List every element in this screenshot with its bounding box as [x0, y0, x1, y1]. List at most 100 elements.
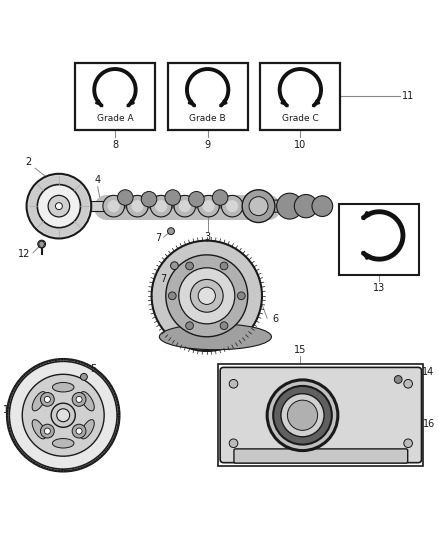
Circle shape — [22, 374, 104, 456]
Bar — [70, 201, 106, 211]
Circle shape — [189, 191, 204, 207]
Circle shape — [229, 439, 238, 448]
Circle shape — [226, 200, 238, 212]
Circle shape — [56, 203, 62, 209]
Text: 2: 2 — [25, 157, 32, 167]
Text: 5: 5 — [90, 364, 96, 374]
Circle shape — [273, 386, 332, 445]
Circle shape — [169, 292, 176, 300]
Circle shape — [40, 424, 54, 438]
Circle shape — [242, 190, 275, 222]
Text: Grade C: Grade C — [282, 114, 319, 123]
Text: 7: 7 — [161, 274, 167, 285]
Text: 3: 3 — [205, 232, 211, 242]
Circle shape — [127, 196, 148, 217]
Circle shape — [40, 392, 54, 406]
Circle shape — [38, 240, 46, 248]
Bar — [261, 63, 340, 130]
Text: 1: 1 — [3, 405, 9, 415]
Circle shape — [202, 200, 215, 212]
Circle shape — [168, 228, 174, 235]
Ellipse shape — [32, 392, 46, 411]
Circle shape — [72, 392, 86, 406]
Circle shape — [51, 403, 75, 427]
Circle shape — [212, 190, 228, 205]
Text: 6: 6 — [273, 314, 279, 324]
Circle shape — [131, 200, 143, 212]
Text: 15: 15 — [294, 345, 307, 355]
Circle shape — [103, 196, 124, 217]
Circle shape — [57, 409, 70, 422]
Circle shape — [165, 190, 180, 205]
Circle shape — [44, 397, 50, 402]
Circle shape — [174, 196, 196, 217]
Circle shape — [117, 190, 133, 205]
Circle shape — [267, 380, 338, 450]
Text: Grade B: Grade B — [189, 114, 226, 123]
Circle shape — [179, 268, 235, 324]
Circle shape — [277, 193, 303, 219]
Text: 10: 10 — [294, 140, 307, 150]
Text: Grade A: Grade A — [97, 114, 133, 123]
Circle shape — [281, 394, 324, 437]
Ellipse shape — [32, 419, 46, 439]
Text: 12: 12 — [18, 248, 31, 259]
Circle shape — [404, 379, 413, 388]
Ellipse shape — [53, 439, 74, 448]
Circle shape — [72, 424, 86, 438]
FancyBboxPatch shape — [258, 200, 285, 212]
Bar — [219, 365, 423, 466]
Circle shape — [186, 262, 194, 270]
Circle shape — [312, 196, 333, 216]
Circle shape — [81, 374, 87, 381]
FancyBboxPatch shape — [234, 449, 408, 463]
FancyBboxPatch shape — [220, 367, 421, 463]
Circle shape — [28, 175, 89, 237]
Bar — [168, 63, 247, 130]
Circle shape — [150, 196, 172, 217]
Text: 9: 9 — [205, 140, 211, 150]
Circle shape — [76, 397, 82, 402]
Circle shape — [186, 322, 194, 329]
Circle shape — [76, 428, 82, 434]
Circle shape — [394, 376, 402, 383]
Circle shape — [191, 279, 223, 312]
Text: 13: 13 — [373, 283, 385, 293]
Circle shape — [37, 184, 81, 228]
Circle shape — [170, 262, 178, 270]
Circle shape — [198, 196, 219, 217]
Circle shape — [152, 240, 262, 351]
Circle shape — [229, 379, 238, 388]
Circle shape — [48, 196, 70, 217]
Text: 8: 8 — [112, 140, 118, 150]
Circle shape — [27, 174, 91, 238]
Bar — [339, 204, 419, 276]
Text: 7: 7 — [155, 233, 161, 243]
Circle shape — [237, 292, 245, 300]
Text: 11: 11 — [402, 91, 414, 101]
Circle shape — [404, 439, 413, 448]
Circle shape — [287, 400, 318, 430]
Circle shape — [220, 322, 228, 329]
Ellipse shape — [81, 419, 94, 439]
Ellipse shape — [159, 324, 272, 350]
Circle shape — [294, 195, 318, 218]
Circle shape — [220, 262, 228, 270]
Circle shape — [198, 287, 215, 304]
Circle shape — [249, 197, 268, 216]
Circle shape — [179, 200, 191, 212]
Circle shape — [166, 255, 248, 337]
Ellipse shape — [81, 392, 94, 411]
Bar — [75, 63, 155, 130]
Text: 14: 14 — [422, 367, 434, 377]
Circle shape — [222, 196, 243, 217]
Text: 4: 4 — [95, 175, 101, 185]
Text: 16: 16 — [423, 419, 435, 429]
Ellipse shape — [53, 383, 74, 392]
Circle shape — [7, 359, 119, 471]
Circle shape — [155, 200, 167, 212]
Circle shape — [108, 200, 120, 212]
Circle shape — [44, 428, 50, 434]
Circle shape — [141, 191, 157, 207]
Circle shape — [9, 361, 117, 469]
